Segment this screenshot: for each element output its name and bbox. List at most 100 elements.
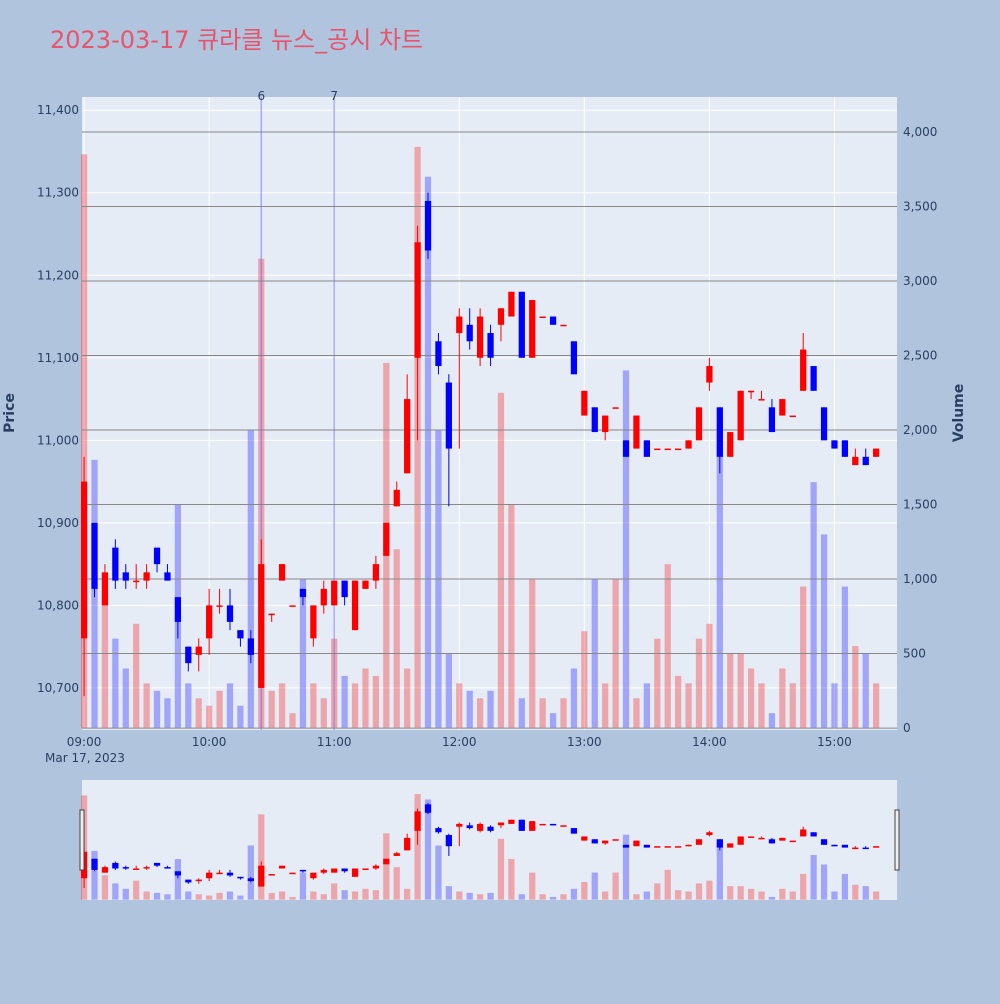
mini-volume-bar (435, 845, 442, 900)
mini-candle-body (737, 836, 744, 845)
mini-volume-bar (289, 896, 296, 900)
mini-volume-bar (414, 794, 421, 900)
mini-volume-bar (112, 883, 119, 900)
mini-candle-body (591, 839, 598, 844)
candle-body (258, 564, 265, 688)
volume-bar (539, 698, 546, 729)
candle-body (831, 440, 838, 449)
range-slider[interactable] (82, 780, 897, 900)
candle-body (216, 605, 223, 607)
y-tick-label: 11,100 (37, 351, 79, 365)
y2-tick-label: 1,000 (903, 572, 937, 586)
candle-body (873, 448, 880, 457)
volume-bar (779, 668, 786, 729)
mini-volume-bar (549, 896, 557, 900)
plot-background (82, 97, 897, 730)
slider-handle-right[interactable] (894, 809, 900, 871)
candle-body (539, 316, 546, 319)
volume-bar (758, 683, 765, 729)
volume-bar (643, 683, 650, 729)
candle-body (862, 456, 869, 466)
mini-candle-body (602, 840, 609, 844)
mini-volume-bar (226, 891, 234, 900)
mini-volume-bar (591, 872, 598, 900)
mini-candle-body (299, 869, 307, 872)
volume-bar (80, 154, 88, 729)
y2-tick-label: 3,000 (903, 274, 937, 288)
volume-bar (185, 683, 192, 729)
y-tick-label: 10,800 (37, 598, 79, 612)
mini-volume-bar (268, 892, 275, 900)
mini-volume-bar (685, 891, 692, 900)
mini-candle-body (216, 872, 223, 875)
x-tick-label: 14:00 (692, 735, 727, 749)
mini-volume-bar (675, 890, 682, 900)
mini-volume-bar (831, 891, 838, 900)
candle-body (602, 415, 609, 433)
volume-bar (706, 623, 713, 729)
candle-body (685, 440, 692, 449)
y2-tick-label: 0 (903, 721, 911, 735)
volume-bar (101, 593, 109, 729)
candle-body (153, 547, 161, 565)
mini-candle-body (862, 847, 869, 850)
mini-volume-bar (612, 872, 619, 900)
candle-body (278, 564, 286, 581)
mini-candle-body (143, 867, 150, 869)
candle-body (383, 522, 390, 556)
y2-tick-label: 500 (903, 647, 926, 661)
mini-candle-body (185, 879, 192, 883)
x-tick-label: 11:00 (317, 735, 352, 749)
candle-body (164, 572, 171, 581)
candle-body (185, 646, 192, 664)
volume-bar (622, 370, 630, 729)
mini-candle-body (383, 858, 390, 865)
mini-candle-body (445, 835, 452, 847)
candle-body (351, 580, 359, 631)
mini-volume-bar (497, 838, 505, 900)
mini-volume-bar (664, 869, 671, 900)
mini-candle-body (727, 843, 734, 848)
mini-candle-body (758, 837, 765, 840)
candle-body (716, 407, 723, 457)
slider-handle-left[interactable] (79, 809, 85, 871)
mini-candle-body (581, 836, 588, 841)
mini-volume-bar (122, 888, 129, 900)
mini-volume-bar (654, 883, 661, 900)
mini-candle-body (362, 868, 369, 870)
candle-body (706, 366, 713, 383)
mini-volume-bar (758, 891, 765, 900)
volume-bar (570, 668, 578, 729)
volume-bar (310, 683, 317, 729)
y2-axis-title: Volume (951, 384, 967, 443)
candle-body (508, 291, 515, 317)
mini-candle-body (122, 867, 129, 869)
volume-bar (789, 683, 796, 729)
volume-bar (664, 564, 671, 729)
mini-volume-bar (424, 799, 432, 900)
mini-candle-body (237, 876, 244, 879)
mini-candle-body (466, 825, 473, 829)
volume-bar (206, 705, 213, 729)
mini-volume-bar (278, 891, 286, 900)
volume-bar (195, 698, 202, 729)
y-tick-label: 10,700 (37, 681, 79, 695)
y-tick-label: 11,000 (37, 433, 79, 447)
mini-candle-body (435, 828, 442, 833)
mini-candle-body (633, 840, 640, 847)
volume-bar (820, 534, 828, 729)
volume-bar (873, 683, 880, 729)
volume-bar (466, 690, 473, 729)
candle-body (122, 572, 129, 581)
candle-body (727, 432, 734, 457)
mini-candle-body (206, 872, 213, 879)
mini-candle-body (800, 829, 807, 837)
mini-volume-bar (727, 886, 734, 900)
mini-volume-bar (362, 888, 369, 900)
volume-bar (737, 653, 744, 729)
candle-body (518, 291, 525, 358)
volume-bar (560, 698, 567, 729)
mini-candle-body (456, 823, 463, 827)
mini-candle-body (747, 836, 755, 838)
